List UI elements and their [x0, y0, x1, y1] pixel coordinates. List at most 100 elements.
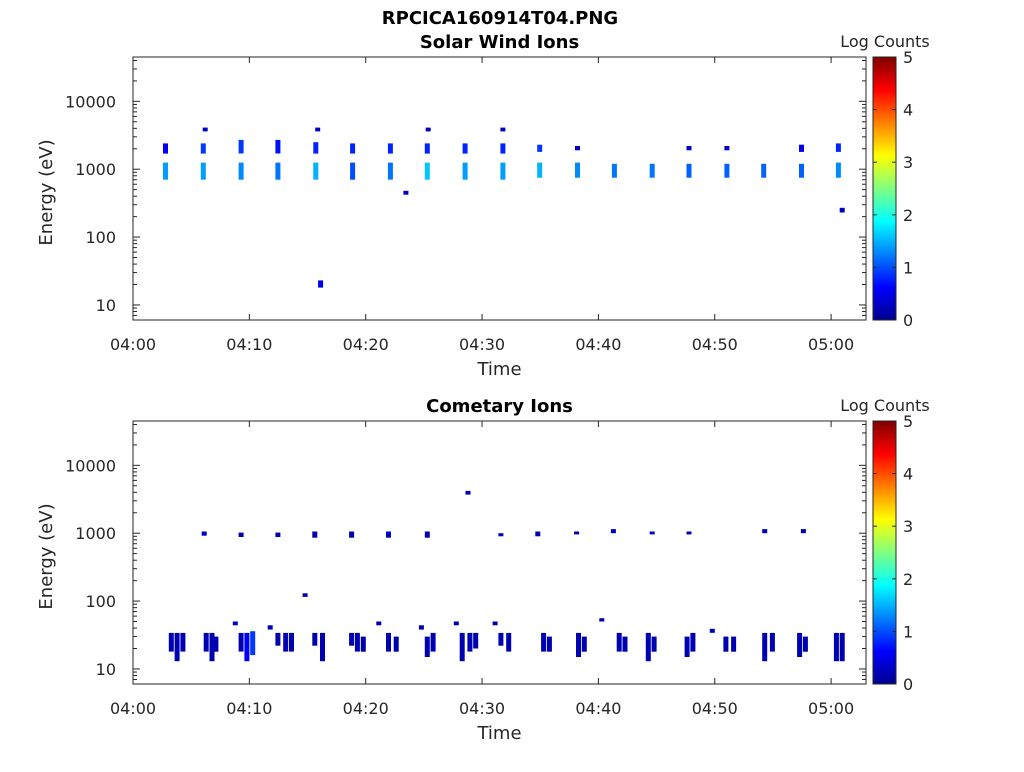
- colorbar-tick-label: 2: [903, 570, 913, 589]
- data-cell: [238, 162, 244, 180]
- data-cell: [354, 632, 360, 652]
- data-cell: [835, 162, 841, 178]
- data-cell: [835, 143, 841, 152]
- data-cell: [250, 631, 256, 656]
- x-tick-label: 04:50: [692, 335, 738, 354]
- x-tick-label: 04:20: [343, 335, 389, 354]
- data-cell: [537, 162, 543, 178]
- x-axis-label: Time: [476, 723, 521, 744]
- data-cell: [213, 636, 219, 652]
- data-cell: [802, 636, 808, 652]
- colorbar-tick-label: 0: [903, 675, 913, 694]
- data-cell: [723, 636, 729, 652]
- data-cell: [180, 632, 186, 652]
- data-cell: [289, 632, 294, 652]
- data-cell: [500, 162, 506, 180]
- data-cell: [709, 628, 715, 633]
- colorbar-tick-label: 2: [903, 206, 913, 225]
- data-cell: [275, 139, 281, 154]
- data-cell: [313, 142, 319, 154]
- data-cell: [174, 632, 180, 662]
- colorbar-label: Log Counts: [840, 32, 930, 51]
- panel-title: Solar Wind Ions: [420, 32, 579, 53]
- x-axis-label: Time: [476, 359, 521, 380]
- data-cell: [762, 529, 768, 534]
- data-cell: [690, 632, 696, 652]
- data-cell: [267, 625, 273, 630]
- data-cell: [393, 636, 399, 652]
- panel-2: 04:00 04:10 04:20 04:30 04:40 04:50 05:0010100…: [36, 396, 930, 744]
- colorbar-label: Log Counts: [840, 396, 930, 415]
- data-cell: [312, 531, 318, 538]
- data-cell: [465, 490, 471, 495]
- data-cell: [686, 531, 692, 535]
- x-tick-label: 04:40: [575, 335, 621, 354]
- panel-title: Cometary Ions: [426, 396, 573, 417]
- data-cell: [581, 636, 587, 652]
- data-cell: [769, 632, 775, 652]
- data-cell: [387, 143, 393, 154]
- data-cell: [797, 632, 803, 657]
- colorbar: [872, 420, 897, 685]
- data-cell: [575, 162, 580, 178]
- data-cell: [611, 163, 617, 178]
- data-cell: [473, 632, 479, 649]
- data-cell: [283, 632, 289, 652]
- data-cell: [360, 636, 366, 652]
- data-cell: [833, 632, 839, 662]
- data-cell: [203, 632, 209, 652]
- data-cell: [574, 531, 580, 535]
- data-cell: [163, 143, 168, 154]
- data-cell: [430, 632, 436, 652]
- data-cell: [498, 533, 504, 537]
- data-cell: [684, 636, 690, 657]
- colorbar-tick-label: 0: [903, 311, 913, 330]
- data-cell: [312, 632, 318, 646]
- y-tick-label: 10: [96, 296, 116, 315]
- data-cell: [425, 127, 431, 132]
- data-cell: [575, 146, 580, 151]
- data-cell: [424, 143, 430, 154]
- data-cell: [500, 127, 506, 132]
- spectrogram-cells: [168, 490, 845, 662]
- data-cell: [498, 632, 504, 646]
- data-cell: [651, 636, 657, 652]
- data-cell: [350, 162, 356, 180]
- data-cell: [649, 531, 655, 535]
- data-cell: [302, 593, 308, 597]
- data-cell: [535, 531, 541, 537]
- plot-frame: [132, 420, 867, 685]
- data-cell: [386, 531, 391, 538]
- data-cell: [418, 625, 424, 630]
- x-tick-label: 04:00: [110, 699, 156, 718]
- x-tick-label: 04:20: [343, 699, 389, 718]
- data-cell: [467, 632, 473, 652]
- panel-1: 04:00 04:10 04:20 04:30 04:40 04:50 05:0010100…: [36, 32, 930, 380]
- colorbar-tick-label: 3: [903, 517, 913, 536]
- data-cell: [686, 163, 692, 178]
- data-cell: [275, 162, 281, 180]
- data-cell: [541, 632, 547, 652]
- data-cell: [238, 139, 244, 154]
- data-cell: [492, 621, 498, 626]
- data-cell: [238, 632, 244, 652]
- data-cell: [202, 127, 208, 132]
- data-cell: [462, 143, 468, 154]
- colorbar-tick-label: 5: [903, 412, 913, 431]
- y-tick-label: 10: [96, 660, 116, 679]
- data-cell: [459, 632, 465, 662]
- data-cell: [500, 143, 506, 154]
- data-cell: [761, 163, 767, 178]
- data-cell: [462, 162, 468, 180]
- data-cell: [453, 621, 459, 626]
- data-cell: [610, 529, 616, 534]
- x-tick-label: 04:30: [459, 699, 505, 718]
- x-tick-label: 05:00: [808, 699, 854, 718]
- data-cell: [244, 632, 250, 662]
- data-cell: [622, 636, 628, 652]
- colorbar-tick-label: 4: [903, 101, 913, 120]
- y-tick-label: 1000: [75, 524, 116, 543]
- data-cell: [839, 207, 845, 213]
- x-tick-label: 04:30: [459, 335, 505, 354]
